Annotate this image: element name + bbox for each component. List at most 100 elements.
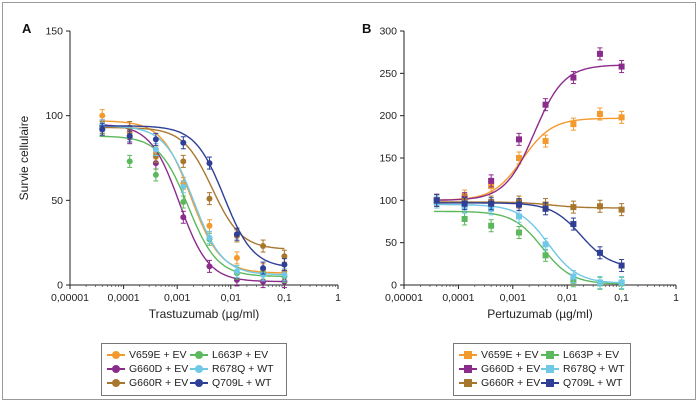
- data-point: [618, 279, 625, 286]
- y-tick-label: 0: [391, 280, 397, 292]
- data-point: [152, 146, 159, 153]
- data-point: [596, 203, 603, 210]
- legend-swatch: [459, 378, 477, 388]
- y-tick-label: 0: [57, 280, 63, 292]
- y-tick-label: 50: [51, 195, 63, 207]
- legend-item: G660R + EV: [107, 376, 188, 390]
- x-tick-label: 0,00001: [385, 292, 423, 304]
- legend-swatch: [107, 364, 125, 374]
- fit-curve: [99, 126, 285, 250]
- data-point: [570, 273, 577, 280]
- legend-swatch: [190, 350, 208, 360]
- legend-item: L663P + EV: [541, 348, 619, 362]
- data-point: [281, 253, 288, 260]
- legend-marker: [112, 365, 120, 373]
- legend-marker: [195, 379, 203, 387]
- series-q709l: [99, 122, 288, 275]
- data-point: [260, 265, 267, 272]
- legend-label: Q709L + WT: [563, 377, 623, 389]
- y-tick-label: 300: [379, 26, 397, 38]
- legend-item: V659E + EV: [107, 348, 187, 362]
- data-point: [260, 271, 267, 278]
- legend-item: R678Q + WT: [190, 362, 274, 376]
- y-tick-label: 150: [45, 26, 63, 38]
- x-tick-label: 0,0001: [442, 292, 474, 304]
- x-tick-label: 0,01: [557, 292, 578, 304]
- data-point: [618, 63, 625, 70]
- series-g660r: [99, 121, 288, 263]
- legend-label: G660R + EV: [481, 377, 541, 389]
- chart-b: B 0 50 100 150 200 250 300 0,00001 0,0001 0,001 0,0…: [362, 21, 679, 321]
- legend-marker: [112, 379, 120, 387]
- data-point: [596, 110, 603, 117]
- data-point: [515, 213, 522, 220]
- legend-label: R678Q + WT: [212, 363, 274, 375]
- data-point: [152, 171, 159, 178]
- data-point: [570, 74, 577, 81]
- y-tick-label: 250: [379, 68, 397, 80]
- legend-label: L663P + EV: [212, 349, 269, 361]
- y-axis-title: Survie cellulaire: [17, 115, 31, 200]
- data-point: [570, 121, 577, 128]
- data-point: [570, 221, 577, 228]
- y-tick-label: 100: [379, 195, 397, 207]
- data-point: [99, 112, 106, 119]
- panel-letter: A: [22, 21, 32, 36]
- legend-label: L663P + EV: [563, 349, 620, 361]
- legend-swatch: [107, 350, 125, 360]
- legend-marker: [195, 365, 203, 373]
- data-point: [542, 252, 549, 259]
- data-point: [206, 195, 213, 202]
- panel-letter: B: [362, 21, 371, 36]
- legend-item: G660D + EV: [459, 362, 540, 376]
- legend-swatch: [190, 364, 208, 374]
- data-point: [152, 153, 159, 160]
- data-point: [180, 139, 187, 146]
- x-tick-label: 0,01: [221, 292, 242, 304]
- fit-curve: [99, 125, 285, 267]
- data-point: [461, 215, 468, 222]
- y-tick-label: 150: [379, 153, 397, 165]
- series-g660d: [433, 47, 625, 207]
- data-point: [152, 136, 159, 143]
- data-point: [488, 177, 495, 184]
- fit-curve: [99, 135, 285, 277]
- x-tick-label: 0,1: [277, 292, 292, 304]
- data-point: [206, 263, 213, 270]
- data-point: [433, 197, 440, 204]
- data-point: [152, 160, 159, 167]
- data-point: [233, 231, 240, 238]
- data-point: [180, 214, 187, 221]
- data-point: [281, 261, 288, 268]
- data-point: [180, 199, 187, 206]
- chart-a: A 0 50 100 150 0,00001 0,0001 0,001 0,01 0,1 1 Tras…: [17, 21, 341, 321]
- data-point: [542, 205, 549, 212]
- data-point: [570, 204, 577, 211]
- x-tick-label: 1: [335, 292, 341, 304]
- fit-curve: [99, 124, 285, 283]
- data-point: [233, 276, 240, 283]
- legend-swatch: [541, 378, 559, 388]
- legend-label: V659E + EV: [481, 349, 539, 361]
- legend-marker: [464, 351, 472, 359]
- data-point: [206, 160, 213, 167]
- x-tick-label: 0,0001: [108, 292, 140, 304]
- data-point: [596, 249, 603, 256]
- x-axis-title: Pertuzumab (µg/ml): [487, 307, 593, 321]
- data-point: [180, 183, 187, 190]
- data-point: [515, 155, 522, 161]
- legend-item: Q709L + WT: [541, 376, 622, 390]
- series-v659e: [433, 107, 625, 207]
- legend-marker: [546, 365, 554, 373]
- legend-marker: [546, 351, 554, 359]
- data-point: [281, 271, 288, 278]
- legend-label: V659E + EV: [129, 349, 187, 361]
- legend-item: R678Q + WT: [541, 362, 625, 376]
- fit-curve: [99, 125, 285, 276]
- data-point: [542, 241, 549, 248]
- data-point: [206, 234, 213, 241]
- data-point: [596, 279, 603, 286]
- data-point: [618, 114, 625, 121]
- data-point: [233, 254, 240, 261]
